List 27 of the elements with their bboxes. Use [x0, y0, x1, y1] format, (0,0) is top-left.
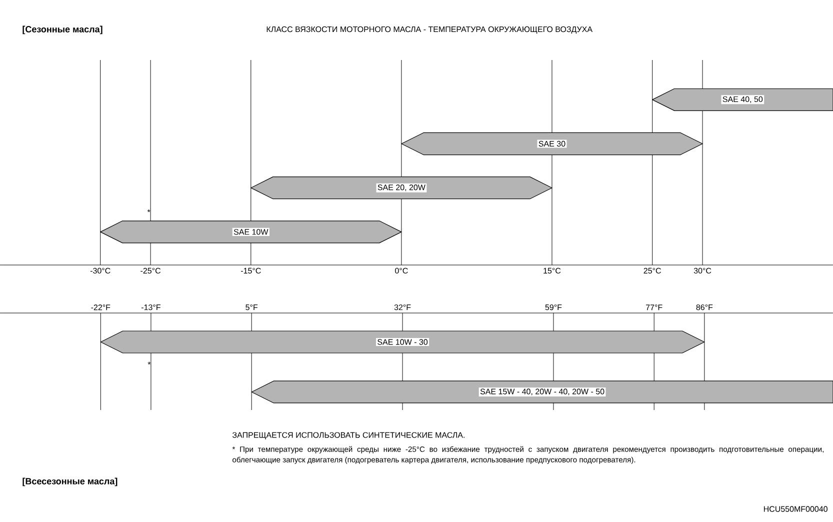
x-tick-label: 30°C [694, 268, 712, 274]
x-tick-label: -13°F [141, 304, 160, 310]
y-tick-label: SAE 30 [538, 140, 566, 147]
x-tick-label: 32°F [394, 304, 411, 310]
text: [Всесезонные масла] [22, 478, 118, 486]
x-tick-label: 77°F [646, 304, 662, 310]
annotation: * [147, 209, 150, 212]
y-tick-label: SAE 15W - 40, 20W - 40, 20W - 50 [480, 388, 604, 396]
x-tick-label: 25°C [644, 268, 661, 274]
annotation: * [148, 362, 151, 365]
y-tick-label: SAE 10W [234, 229, 268, 235]
x-tick-label: 5°F [246, 304, 258, 310]
x-tick-label: 0°C [395, 268, 408, 274]
text: HCU550MF00040 [764, 506, 828, 512]
x-tick-label: -30°C [90, 268, 110, 274]
x-tick-label: 86°F [696, 304, 713, 310]
chart-title: КЛАСС ВЯЗКОСТИ МОТОРНОГО МАСЛА - ТЕМПЕРАТУРА ОКРУЖАЮЩЕГО ВОЗДУХА [266, 26, 593, 34]
chart-subtitle: [Сезонные масла] [22, 26, 102, 34]
x-tick-label: -22°F [91, 304, 110, 310]
y-tick-label: SAE 40, 50 [722, 96, 763, 103]
text: ЗАПРЕЩАЕТСЯ ИСПОЛЬЗОВАТЬ СИНТЕТИЧЕСКИЕ МАСЛА. [232, 432, 464, 440]
x-tick-label: -25°C [140, 268, 161, 274]
x-tick-label: 15°C [544, 268, 561, 274]
y-tick-label: SAE 10W - 30 [378, 339, 428, 345]
x-tick-label: -15°C [241, 268, 261, 274]
y-tick-label: SAE 20, 20W [378, 184, 426, 192]
x-tick-label: 59°F [545, 304, 562, 310]
